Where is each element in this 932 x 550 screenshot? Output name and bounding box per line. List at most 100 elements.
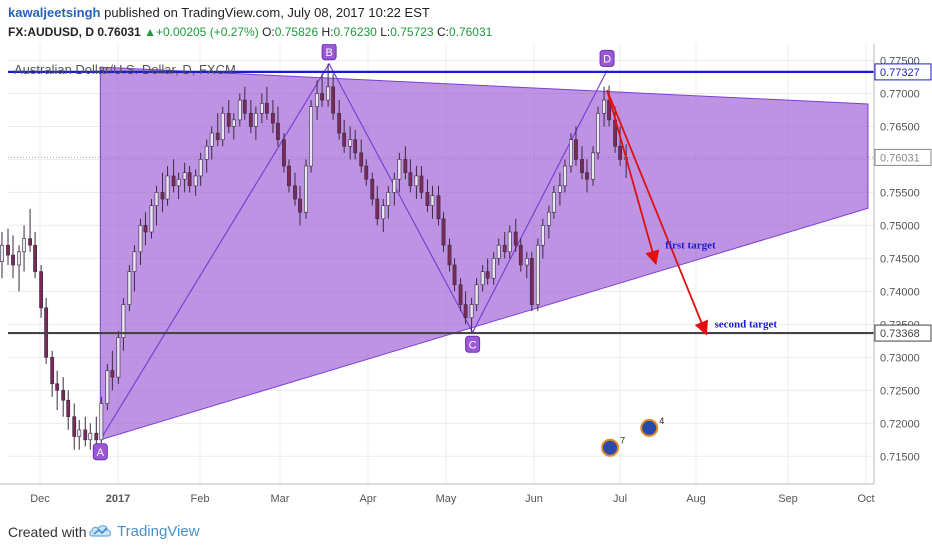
author-link[interactable]: kawaljeetsingh (8, 5, 101, 20)
x-tick-label: Jun (525, 493, 543, 505)
candle-up (569, 139, 573, 167)
candle-up (507, 231, 512, 253)
y-tick-label: 0.75500 (880, 187, 920, 199)
close-value: 0.76031 (448, 25, 493, 39)
candle-down (28, 238, 32, 246)
tradingview-brand[interactable]: TradingView (117, 523, 200, 540)
candle-up (326, 86, 331, 101)
abcd-pattern (99, 62, 869, 441)
candle-down (61, 390, 66, 401)
x-tick-label: Feb (191, 493, 210, 505)
created-with-text: Created with (8, 524, 87, 540)
y-tick-label: 0.72000 (880, 418, 920, 430)
candle-down (83, 429, 88, 441)
candle-up (121, 304, 126, 338)
candle-down (160, 192, 165, 200)
price-label-text: 0.77327 (880, 67, 920, 79)
candle-down (143, 225, 148, 233)
candle-down (293, 185, 297, 200)
candle-down (242, 99, 247, 114)
price-chart[interactable]: first target second target A B C D 4 7 Australi… (0, 44, 932, 512)
candle-down (171, 175, 176, 187)
candle-down (320, 93, 324, 101)
candle-down (33, 244, 37, 272)
candle-up (149, 205, 154, 233)
candle-down (370, 178, 375, 200)
candle-down (110, 370, 115, 378)
point-label: C (469, 339, 477, 351)
candle-up (22, 238, 26, 253)
open-value: 0.75826 (274, 25, 319, 39)
x-tick-label: Aug (686, 493, 706, 505)
abcd-zigzag (99, 62, 608, 441)
candle-down (408, 172, 413, 187)
price-axis-panel (874, 44, 932, 512)
x-tick-label: Oct (857, 493, 874, 505)
candle-down (215, 132, 220, 140)
candle-up (99, 403, 104, 441)
candle-down (585, 172, 589, 180)
candle-down (298, 198, 302, 213)
candle-up (132, 251, 137, 272)
y-tick-label: 0.74000 (880, 286, 920, 298)
symbol-label: FX:AUDUSD, D (8, 25, 94, 39)
candles (0, 63, 629, 450)
quote-line: FX:AUDUSD, D 0.76031 ▲+0.00205 (+0.27%) … (8, 25, 492, 39)
candle-up (551, 192, 556, 213)
time-axis-panel (0, 484, 874, 512)
candle-up (474, 284, 479, 305)
candle-up (524, 258, 529, 266)
candle-down (6, 244, 10, 256)
price-label-text: 0.73368 (880, 328, 920, 340)
candle-up (535, 244, 540, 305)
candle-down (187, 172, 192, 187)
candle-down (529, 258, 534, 305)
candle-up (602, 99, 606, 114)
candle-down (39, 271, 44, 309)
x-tick-label: May (436, 493, 457, 505)
tradingview-cloud-icon (89, 525, 112, 537)
footer: Created with TradingView (0, 512, 932, 550)
candle-down (50, 357, 55, 385)
candle-up (193, 175, 198, 187)
candle-down (337, 112, 342, 134)
price-label-box (874, 63, 932, 81)
candle-down (55, 383, 60, 391)
last-price: 0.76031 (97, 25, 141, 39)
candle-up (88, 432, 93, 441)
candle-up (209, 132, 214, 147)
event-count: 4 (659, 416, 664, 426)
candle-down (502, 244, 507, 253)
candle-up (17, 251, 21, 266)
x-tick-label: 2017 (106, 493, 130, 505)
candle-up (348, 139, 353, 147)
candle-down (458, 284, 463, 305)
publish-info: published on TradingView.com, July 08, 2… (104, 5, 430, 20)
candle-down (463, 304, 468, 319)
y-tick-label: 0.72500 (880, 385, 920, 397)
candle-down (248, 112, 253, 127)
candle-up (220, 112, 225, 140)
candle-down (11, 254, 15, 266)
candle-up (237, 99, 242, 121)
candle-up (198, 159, 203, 177)
candle-up (0, 244, 4, 262)
candle-down (276, 122, 280, 140)
candle-down (287, 165, 291, 187)
candle-down (485, 271, 490, 279)
event-count: 7 (620, 436, 625, 446)
point-label: B (325, 47, 332, 59)
candle-up (77, 429, 82, 437)
candle-up (231, 119, 236, 127)
candle-down (441, 218, 446, 246)
candle-up (558, 185, 562, 193)
target-label: second target (714, 319, 777, 331)
x-tick-label: Mar (271, 493, 290, 505)
candle-down (72, 416, 77, 437)
candle-up (540, 225, 545, 246)
candle-up (491, 258, 496, 279)
candle-up (182, 172, 187, 180)
candle-down (580, 159, 584, 173)
y-tick-label: 0.73000 (880, 352, 920, 364)
candle-up (253, 112, 258, 127)
